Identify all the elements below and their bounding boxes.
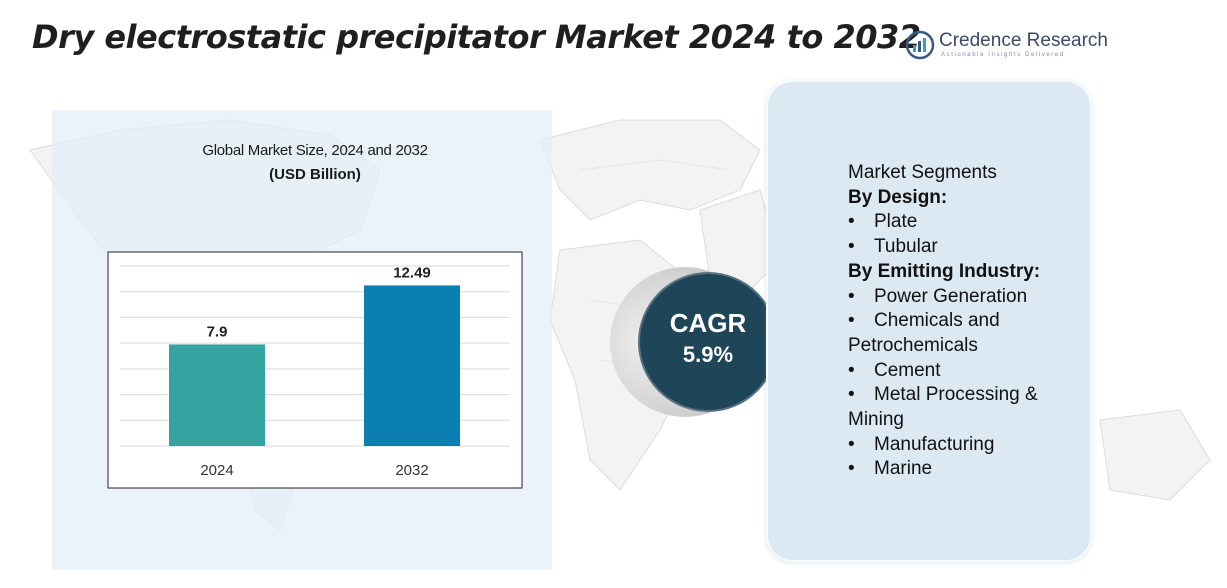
market-segments-panel — [766, 80, 1092, 562]
bar-2024 — [169, 344, 265, 446]
segment-item: • Metal Processing & Mining — [848, 383, 1086, 432]
cagr-value: 5.9% — [682, 342, 734, 367]
segment-item-label: Power Generation — [874, 285, 1028, 307]
bullet-icon: • — [848, 285, 855, 307]
logo-icon — [905, 30, 935, 60]
value-label-2024: 7.9 — [207, 323, 228, 340]
segment-group-design: By Design: — [848, 186, 948, 208]
bars — [169, 285, 460, 446]
segment-item: • Tubular — [848, 235, 1086, 260]
logo-name: Credence Research — [939, 30, 1108, 51]
segment-item: • Power Generation — [848, 285, 1086, 310]
segment-group-emitting-industry: By Emitting Industry: — [848, 260, 1041, 282]
cagr-label: CAGR — [669, 308, 747, 338]
value-labels: 7.9 12.49 — [207, 264, 431, 340]
bullet-icon: • — [848, 384, 855, 406]
bullet-icon: • — [848, 433, 855, 455]
cagr-circle — [638, 272, 778, 412]
chart-title: Global Market Size, 2024 and 2032 — [202, 142, 428, 159]
market-segments-list: Market Segments By Design: • Plate • Tubul… — [848, 161, 1086, 482]
segment-item: • Marine — [848, 457, 1086, 482]
segment-item-label: Metal Processing & Mining — [848, 384, 1038, 431]
tick-label-2032: 2032 — [395, 462, 428, 479]
credence-research-logo: Credence Research Actionable Insights De… — [905, 28, 1108, 62]
segment-item-label: Manufacturing — [874, 433, 995, 455]
segment-item: • Plate — [848, 210, 1086, 235]
segments-heading: Market Segments — [848, 162, 997, 183]
bullet-icon: • — [848, 236, 855, 258]
tick-label-2024: 2024 — [200, 462, 233, 479]
bar-2032 — [364, 285, 460, 446]
segment-item-label: Plate — [874, 211, 918, 233]
page-title: Dry electrostatic precipitator Market 20… — [32, 18, 921, 56]
segment-item-label: Tubular — [874, 236, 938, 258]
segment-item: • Chemicals and Petrochemicals — [848, 309, 1086, 358]
bullet-icon: • — [848, 359, 855, 381]
segment-item-label: Marine — [874, 458, 933, 480]
bullet-icon: • — [848, 310, 855, 332]
logo-tagline: Actionable Insights Delivered — [941, 52, 1065, 58]
segment-item: • Cement — [848, 359, 1086, 384]
segment-item-label: Chemicals and Petrochemicals — [848, 310, 1000, 356]
x-tick-labels: 2024 2032 — [200, 462, 428, 479]
chart-unit-label: (USD Billion) — [269, 166, 361, 183]
bullet-icon: • — [848, 458, 855, 480]
value-label-2032: 12.49 — [393, 264, 431, 281]
segment-item-label: Cement — [874, 359, 941, 381]
segment-item: • Manufacturing — [848, 433, 1086, 458]
bullet-icon: • — [848, 211, 855, 233]
